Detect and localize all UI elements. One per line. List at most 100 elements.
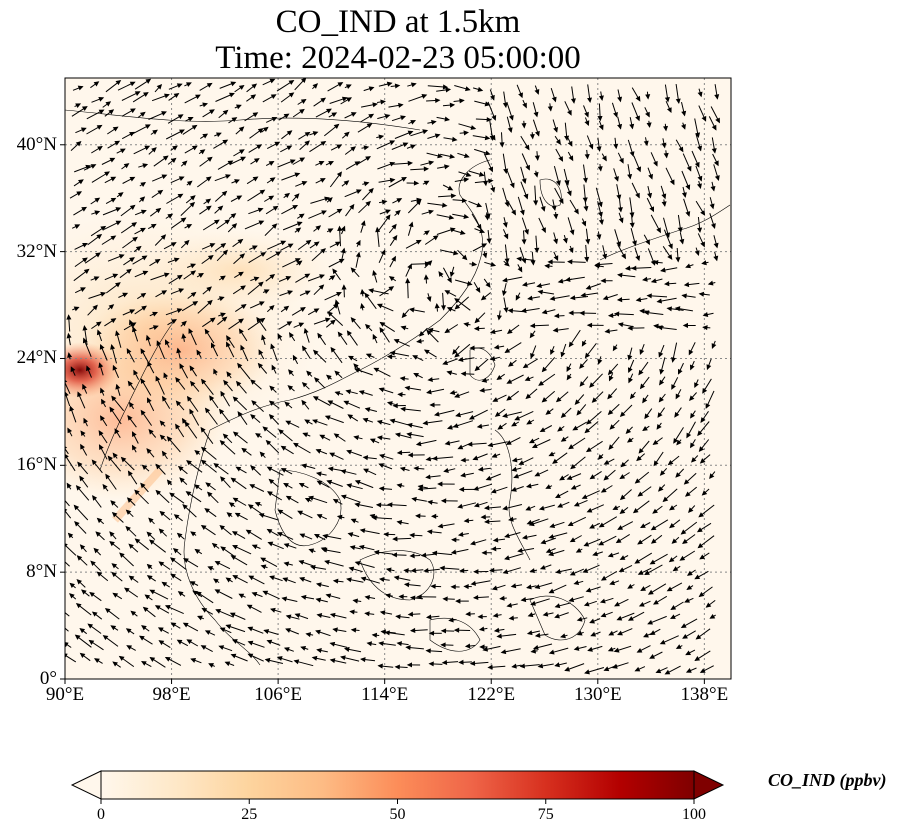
wind-vector-head (65, 558, 66, 560)
wind-vector-head (75, 602, 82, 609)
wind-vector-head (380, 629, 386, 635)
wind-vector-head (392, 403, 398, 409)
wind-vector-head (110, 235, 117, 241)
wind-vector-head (289, 159, 296, 165)
wind-vector-head (574, 399, 581, 405)
wind-vector-head (526, 419, 533, 425)
wind-vector-head (240, 156, 247, 162)
wind-vector-head (252, 245, 258, 251)
wind-vector-head (176, 639, 183, 645)
wind-vector-head (88, 639, 95, 645)
wind-vector-head (644, 413, 650, 420)
wind-vector-head (299, 157, 306, 163)
wind-vector-head (686, 585, 693, 591)
wind-vector-head (500, 649, 507, 655)
wind-vector-head (617, 207, 623, 213)
wind-vector-head (155, 489, 162, 496)
wind-vector-head (216, 132, 222, 138)
wind-vector-head (392, 536, 398, 542)
wind-vector-head (186, 224, 193, 229)
wind-vector-head (422, 129, 429, 135)
wind-vector-head (557, 426, 563, 432)
wind-vector-head (111, 395, 117, 402)
wind-vector-head (373, 549, 380, 555)
wind-vector-head (232, 431, 239, 437)
wind-vector-head (697, 430, 703, 437)
wind-vector-head (220, 243, 227, 249)
wind-vector-head (376, 435, 383, 441)
wind-vector-head (217, 205, 224, 211)
wind-vector-head (602, 253, 608, 260)
wind-vector-head (347, 414, 354, 420)
wind-vector-head (511, 421, 517, 427)
wind-vector-head (444, 290, 451, 295)
wind-vector-head (205, 176, 212, 182)
wind-vector-head (434, 133, 441, 139)
wind-vector-head (161, 174, 168, 180)
wind-vector-head (584, 154, 590, 160)
wind-vector-head (148, 428, 154, 435)
wind-vector-head (555, 568, 561, 574)
wind-vector-head (128, 543, 134, 549)
wind-vector-head (634, 478, 641, 484)
wind-vector-head (93, 81, 100, 87)
wind-vector-head (553, 213, 559, 220)
wind-vector-head (270, 343, 276, 350)
wind-vector-head (164, 605, 171, 610)
wind-vector-head (405, 277, 411, 284)
wind-vector-head (534, 89, 540, 95)
colorbar-extend-low (70, 770, 102, 800)
wind-vector-head (232, 396, 239, 402)
wind-vector-head (413, 465, 419, 471)
wind-vector-head (484, 519, 490, 525)
wind-vector-head (320, 248, 326, 254)
wind-vector-head (682, 538, 688, 544)
wind-vector-head (359, 528, 366, 534)
wind-vector-head (463, 177, 470, 183)
wind-vector-head (294, 613, 301, 619)
wind-vector-head (504, 348, 511, 354)
wind-vector-head (270, 607, 276, 613)
wind-vector-head (396, 641, 403, 647)
wind-vector-head (104, 171, 110, 177)
wind-vector-head (329, 452, 335, 458)
wind-vector-head (332, 627, 338, 633)
wind-vector-head (92, 495, 98, 501)
wind-vector-head (308, 495, 314, 501)
wind-vector-head (296, 260, 303, 266)
wind-vector-head (469, 345, 475, 351)
wind-vector-head (587, 97, 593, 104)
wind-vector-head (525, 505, 532, 511)
wind-vector-head (371, 632, 378, 638)
wind-vector-head (326, 479, 333, 485)
wind-vector-head (327, 197, 333, 203)
wind-vector-head (283, 647, 290, 652)
wind-vector-head (699, 554, 706, 560)
wind-vector-head (201, 607, 208, 613)
wind-vector-head (189, 408, 195, 415)
gridlines (65, 78, 731, 679)
wind-vector-head (368, 288, 374, 294)
wind-vector-head (129, 204, 136, 211)
wind-vector-head (442, 360, 449, 365)
wind-vector-head (230, 81, 237, 87)
wind-vector-head (415, 199, 422, 206)
wind-vector-head (620, 461, 627, 468)
wind-vector-head (655, 668, 662, 674)
wind-vector-head (347, 532, 354, 538)
wind-vector-head (181, 333, 187, 339)
wind-vector-head (288, 92, 295, 98)
wind-vector-head (213, 463, 220, 469)
wind-vector-head (220, 390, 226, 397)
wind-vector-head (228, 502, 235, 508)
wind-vector-head (69, 582, 75, 589)
wind-vector-head (252, 112, 259, 118)
wind-vector-head (482, 646, 489, 652)
wind-vector-head (304, 290, 311, 296)
wind-vector-head (518, 92, 523, 99)
wind-vector-head (558, 198, 564, 205)
wind-vector-head (435, 97, 441, 104)
wind-vector-head (266, 466, 273, 472)
wind-vector-head (613, 647, 620, 653)
wind-vector-head (492, 537, 499, 543)
